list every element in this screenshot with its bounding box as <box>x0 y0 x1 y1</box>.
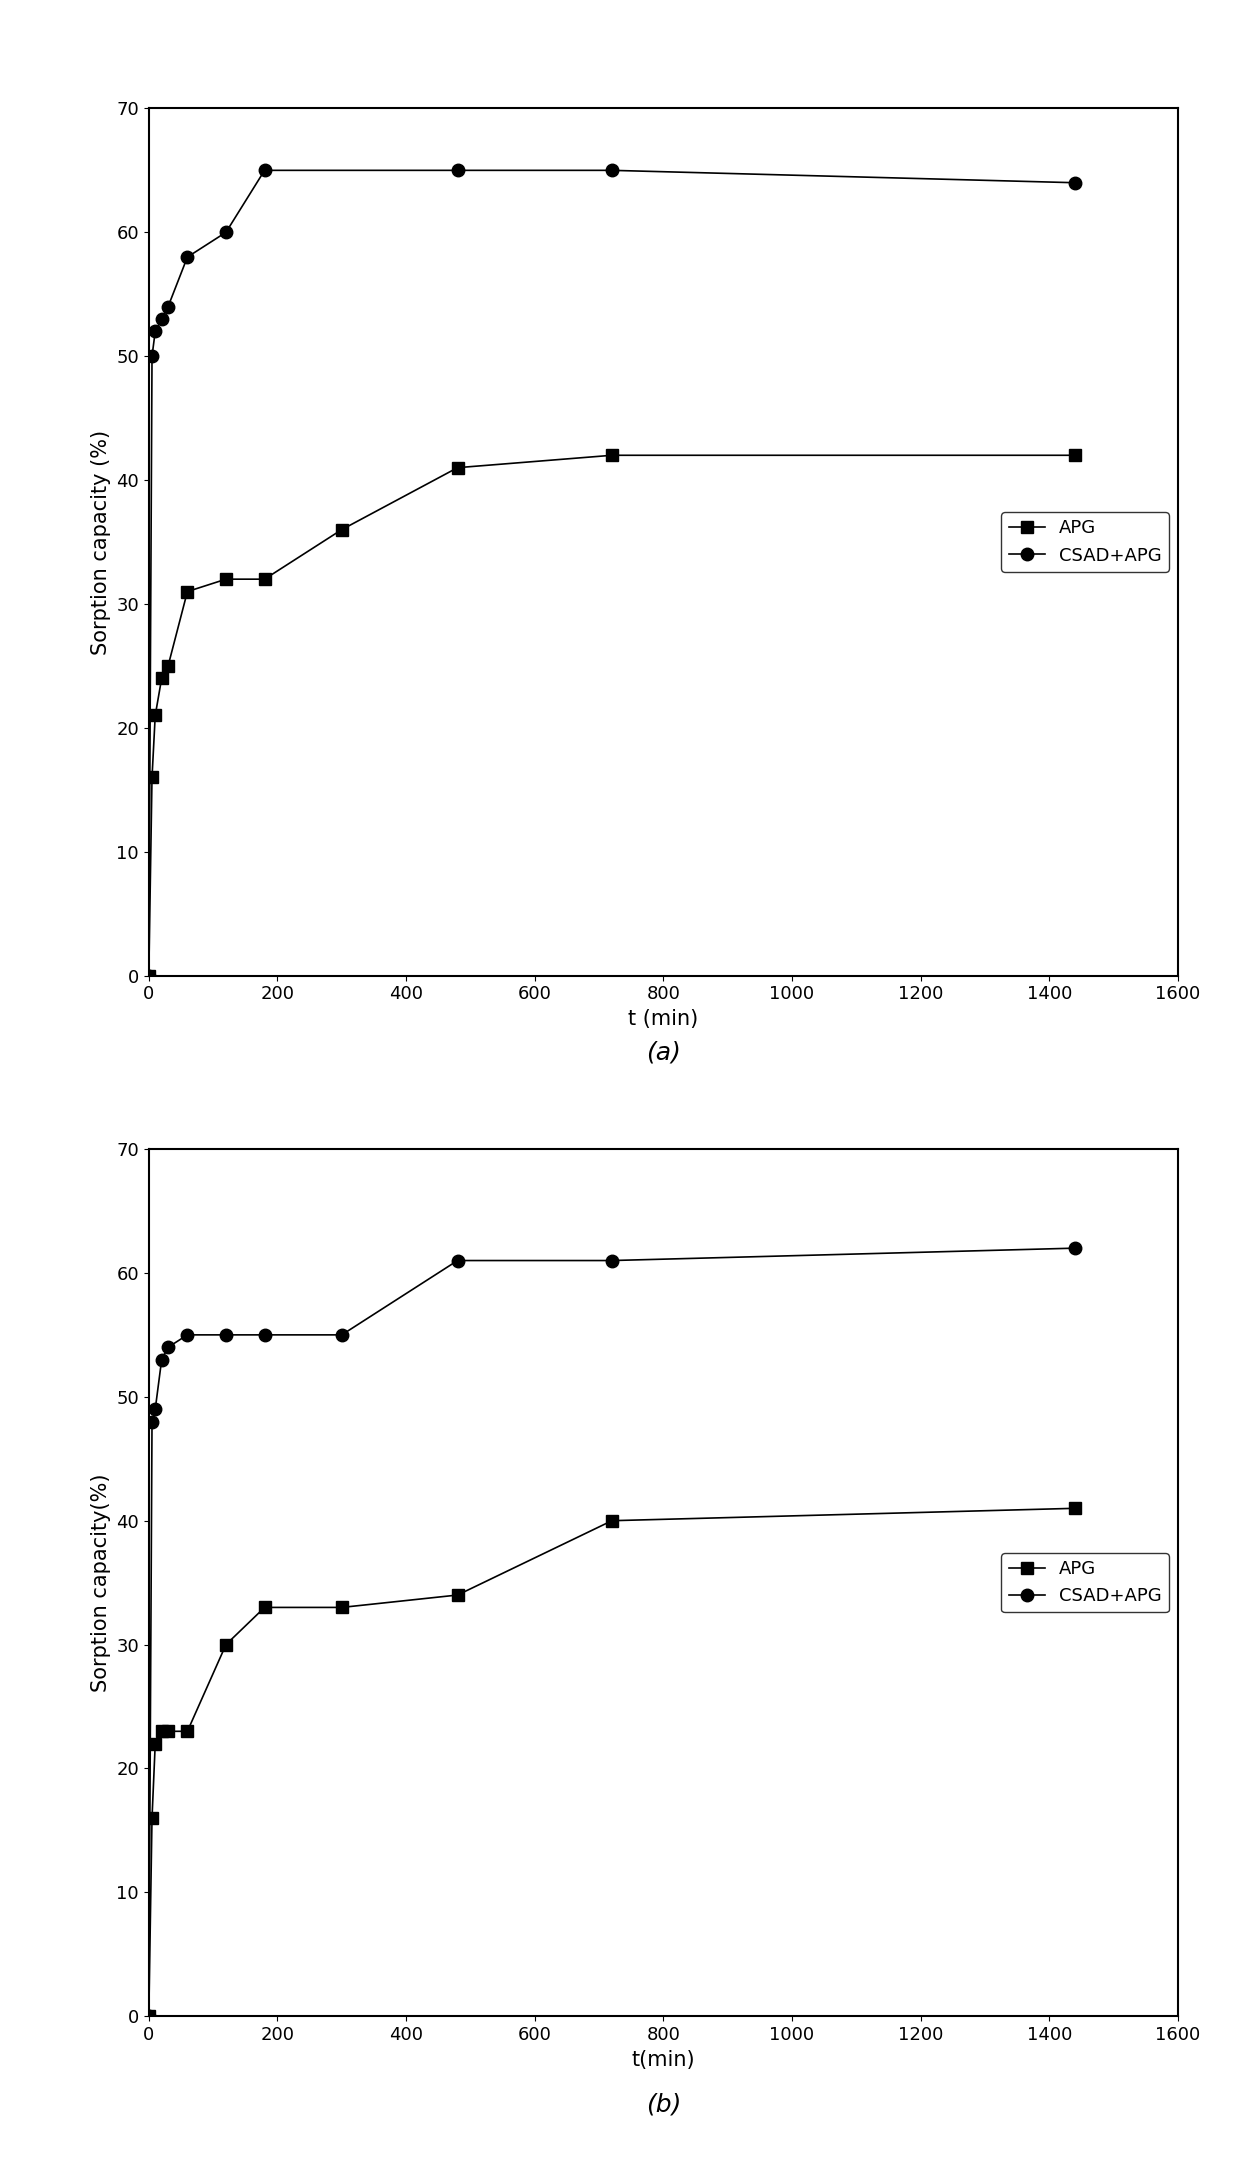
APG <box>450 1583 465 1609</box>
CSAD+APG <box>154 1346 169 1372</box>
CSAD+APG <box>148 1396 162 1422</box>
APG <box>335 516 350 542</box>
CSAD+APG <box>180 245 195 271</box>
CSAD+APG <box>141 2003 156 2029</box>
APG <box>335 1593 350 1619</box>
X-axis label: t (min): t (min) <box>629 1008 698 1030</box>
APG <box>145 765 160 791</box>
CSAD+APG <box>257 158 272 184</box>
Y-axis label: Sorption capacity(%): Sorption capacity(%) <box>91 1474 110 1691</box>
APG <box>145 1806 160 1832</box>
APG <box>148 1730 162 1756</box>
CSAD+APG <box>1068 169 1083 195</box>
CSAD+APG <box>450 158 465 184</box>
APG <box>161 653 176 679</box>
Legend: APG, CSAD+APG: APG, CSAD+APG <box>1002 512 1169 572</box>
CSAD+APG <box>450 1247 465 1273</box>
APG <box>450 455 465 481</box>
APG <box>154 666 169 692</box>
APG <box>154 1719 169 1745</box>
CSAD+APG <box>604 158 619 184</box>
APG <box>148 702 162 728</box>
CSAD+APG <box>1068 1236 1083 1262</box>
Text: (a): (a) <box>646 1041 681 1064</box>
CSAD+APG <box>257 1322 272 1348</box>
APG <box>257 566 272 592</box>
Line: CSAD+APG: CSAD+APG <box>143 165 1081 982</box>
Line: APG: APG <box>143 1502 1081 2023</box>
APG <box>604 1507 619 1533</box>
APG <box>257 1593 272 1619</box>
X-axis label: t(min): t(min) <box>631 2049 696 2070</box>
CSAD+APG <box>141 963 156 989</box>
Line: APG: APG <box>143 449 1081 982</box>
APG <box>161 1719 176 1745</box>
CSAD+APG <box>145 1409 160 1435</box>
CSAD+APG <box>148 319 162 345</box>
Text: (b): (b) <box>646 2092 681 2116</box>
APG <box>218 566 233 592</box>
CSAD+APG <box>218 219 233 245</box>
CSAD+APG <box>161 1333 176 1359</box>
CSAD+APG <box>604 1247 619 1273</box>
APG <box>1068 1496 1083 1522</box>
CSAD+APG <box>145 343 160 369</box>
APG <box>141 2003 156 2029</box>
Y-axis label: Sorption capacity (%): Sorption capacity (%) <box>91 429 110 655</box>
APG <box>604 442 619 468</box>
APG <box>180 579 195 605</box>
CSAD+APG <box>154 306 169 332</box>
APG <box>1068 442 1083 468</box>
APG <box>218 1633 233 1659</box>
APG <box>180 1719 195 1745</box>
Legend: APG, CSAD+APG: APG, CSAD+APG <box>1002 1552 1169 1613</box>
CSAD+APG <box>180 1322 195 1348</box>
APG <box>141 963 156 989</box>
CSAD+APG <box>161 293 176 319</box>
CSAD+APG <box>218 1322 233 1348</box>
Line: CSAD+APG: CSAD+APG <box>143 1242 1081 2023</box>
CSAD+APG <box>335 1322 350 1348</box>
